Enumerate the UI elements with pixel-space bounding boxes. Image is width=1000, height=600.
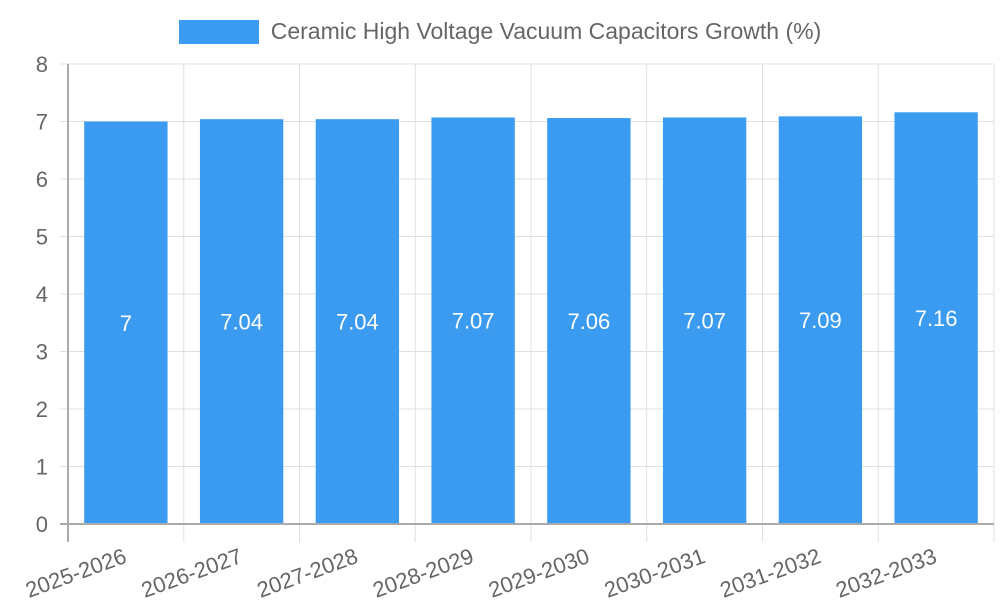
- y-tick-label: 1: [36, 455, 48, 480]
- bar[interactable]: [315, 119, 400, 524]
- bars: [84, 112, 978, 525]
- bar[interactable]: [662, 117, 747, 524]
- legend-label: Ceramic High Voltage Vacuum Capacitors G…: [270, 18, 822, 44]
- data-labels: 7 7.04 7.04 7.07 7.06 7.07 7.09 7.16: [120, 306, 958, 336]
- bar-value-label: 7.07: [452, 309, 495, 334]
- x-tick-label: 2026-2027: [138, 543, 245, 600]
- y-tick-label: 6: [36, 167, 48, 192]
- bar-value-label: 7.04: [220, 310, 263, 335]
- bar-value-label: 7.09: [799, 308, 842, 333]
- x-tick-label: 2027-2028: [254, 543, 361, 600]
- x-axis-ticks: 2025-2026 2026-2027 2027-2028 2028-2029 2029…: [22, 543, 940, 600]
- bar[interactable]: [199, 119, 284, 524]
- x-tick-label: 2032-2033: [832, 543, 939, 600]
- bar-value-label: 7.07: [683, 309, 726, 334]
- legend-swatch[interactable]: [178, 19, 259, 44]
- x-tick-label: 2030-2031: [601, 543, 708, 600]
- y-tick-label: 0: [36, 512, 48, 537]
- axes: [60, 64, 994, 542]
- y-axis-ticks: 0 1 2 3 4 5 6 7 8: [36, 52, 48, 537]
- y-tick-label: 7: [36, 110, 48, 135]
- y-tick-label: 4: [36, 282, 48, 307]
- bar[interactable]: [547, 118, 631, 525]
- chart-legend: Ceramic High Voltage Vacuum Capacitors G…: [0, 18, 1000, 45]
- bar-value-label: 7.16: [915, 306, 958, 331]
- bar[interactable]: [894, 112, 978, 525]
- x-tick-label: 2028-2029: [369, 543, 476, 600]
- bar-value-label: 7: [120, 311, 132, 336]
- bar[interactable]: [84, 121, 168, 525]
- bar[interactable]: [778, 116, 863, 524]
- x-tick-label: 2031-2032: [717, 543, 824, 600]
- bar[interactable]: [431, 117, 515, 524]
- bar-value-label: 7.06: [567, 309, 610, 334]
- y-tick-label: 5: [36, 225, 48, 250]
- x-tick-label: 2025-2026: [22, 543, 129, 600]
- y-tick-label: 2: [36, 397, 48, 422]
- y-tick-label: 3: [36, 340, 48, 365]
- bar-value-label: 7.04: [336, 310, 379, 335]
- y-tick-label: 8: [36, 52, 48, 77]
- x-tick-label: 2029-2030: [485, 543, 592, 600]
